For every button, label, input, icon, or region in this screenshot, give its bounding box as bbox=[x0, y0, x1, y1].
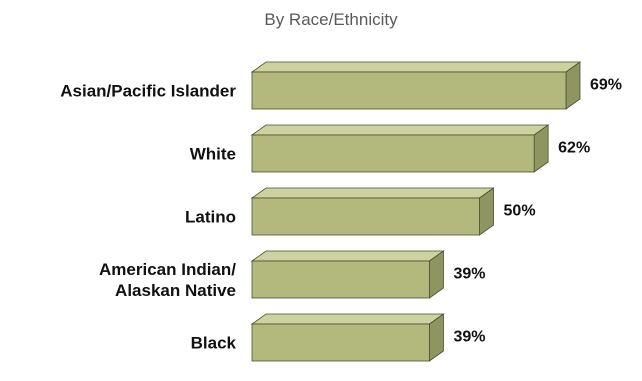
category-label: White bbox=[190, 145, 236, 164]
value-label: 39% bbox=[453, 266, 485, 283]
bar-front-face bbox=[251, 260, 430, 299]
bar-front-face bbox=[251, 71, 567, 110]
category-label: American Indian/ bbox=[99, 260, 236, 279]
bar-4: Black 39% bbox=[191, 313, 486, 362]
category-label: Black bbox=[191, 334, 237, 353]
bar-2: Latino 50% bbox=[185, 187, 536, 236]
bar-front-face bbox=[251, 134, 535, 173]
chart-title: By Race/Ethnicity bbox=[264, 10, 398, 29]
value-label: 62% bbox=[558, 140, 590, 157]
category-label: Latino bbox=[185, 208, 236, 227]
bar-0: Asian/Pacific Islander 69% bbox=[60, 61, 622, 110]
bar-3: American Indian/Alaskan Native 39% bbox=[99, 250, 486, 300]
value-label: 39% bbox=[453, 329, 485, 346]
bar-top-face bbox=[250, 61, 582, 73]
category-label: Alaskan Native bbox=[115, 281, 236, 300]
bar-top-face bbox=[250, 250, 445, 262]
value-label: 69% bbox=[590, 77, 622, 94]
bar-top-face bbox=[250, 187, 495, 199]
bar-front-face bbox=[251, 197, 480, 236]
bar-top-face bbox=[250, 313, 445, 325]
bar-1: White 62% bbox=[190, 124, 590, 173]
bar-top-face bbox=[250, 124, 550, 136]
bar-front-face bbox=[251, 323, 430, 362]
value-label: 50% bbox=[504, 203, 536, 220]
bars-group: Asian/Pacific Islander 69% White 62% Latino 5… bbox=[60, 61, 622, 362]
category-label: Asian/Pacific Islander bbox=[60, 82, 236, 101]
